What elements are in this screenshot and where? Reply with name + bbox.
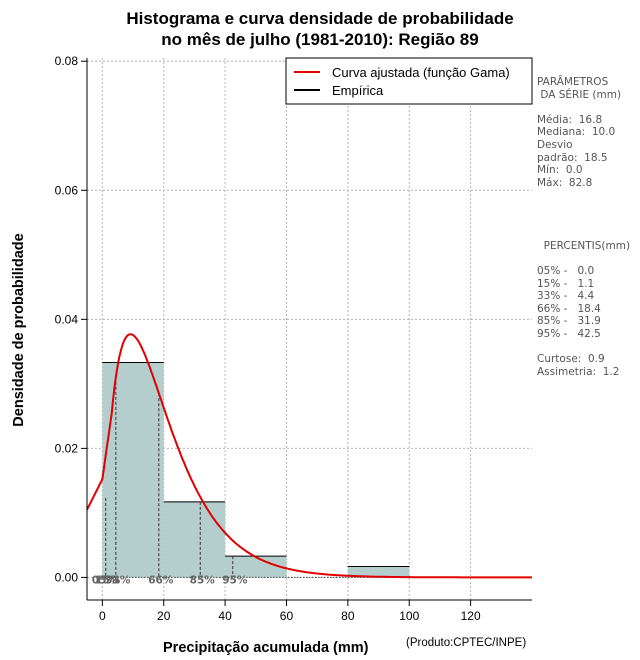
chart-title: Histograma e curva densidade de probabil…	[40, 8, 600, 50]
y-axis-label: Densidade de probabilidade	[11, 233, 27, 427]
stats-line: Mín: 0.0	[537, 164, 583, 177]
stats-line: Assimetria: 1.2	[537, 365, 620, 378]
stats-line: PERCENTIS(mm)	[537, 239, 631, 252]
x-axis-label: Precipitação acumulada (mm)	[163, 640, 369, 656]
y-tick-label: 0.04	[55, 312, 79, 326]
x-tick-label: 120	[461, 609, 481, 623]
stats-line	[537, 189, 640, 202]
stats-line: DA SÉRIE (mm)	[537, 88, 622, 101]
x-tick-label: 60	[280, 609, 294, 623]
stats-line: Média: 16.8	[537, 113, 603, 126]
stats-line: 33% - 4.4	[537, 290, 595, 303]
stats-line: padrão: 18.5	[537, 151, 608, 164]
stats-line	[537, 215, 640, 228]
percentile-label: 33%	[105, 574, 131, 586]
x-tick-label: 80	[341, 609, 355, 623]
stats-line: 95% - 42.5	[537, 327, 601, 340]
histogram-bar	[163, 501, 226, 578]
stats-line: Mediana: 10.0	[537, 126, 616, 139]
stats-line: PARÂMETROS	[537, 76, 609, 88]
stats-line	[537, 252, 640, 265]
stats-line	[537, 227, 640, 240]
x-tick-label: 40	[218, 609, 232, 623]
legend-label: Curva ajustada (função Gama)	[332, 65, 510, 80]
x-tick-label: 0	[99, 609, 106, 623]
y-tick-label: 0.08	[55, 54, 79, 68]
stats-line: 66% - 18.4	[537, 302, 601, 315]
percentile-label: 95%	[222, 574, 248, 586]
stats-line: Curtose: 0.9	[537, 353, 605, 366]
product-credit: (Produto:CPTEC/INPE)	[406, 637, 527, 649]
stats-line: Desvio	[537, 138, 573, 151]
title-line-2: no mês de julho (1981-2010): Região 89	[161, 30, 479, 49]
legend-label: Empírica	[332, 83, 384, 98]
percentile-label: 66%	[148, 574, 174, 586]
stats-line: Máx: 82.8	[537, 176, 593, 189]
stats-line: 15% - 1.1	[537, 277, 595, 290]
stats-line	[537, 101, 640, 114]
percentile-label: 85%	[190, 574, 216, 586]
percentile-label: 05%	[92, 574, 118, 586]
y-tick-label: 0.02	[55, 441, 79, 455]
legend-box	[285, 57, 533, 105]
x-tick-label: 20	[157, 609, 171, 623]
statistics-panel: PARÂMETROS DA SÉRIE (mm) Média: 16.8 Media…	[537, 76, 640, 378]
percentile-label: 15%	[95, 574, 121, 586]
stats-line	[537, 202, 640, 215]
fitted-gamma-curve	[86, 333, 532, 579]
stats-line: 05% - 0.0	[537, 264, 595, 277]
title-line-1: Histograma e curva densidade de probabil…	[126, 9, 514, 28]
stats-line	[537, 340, 640, 353]
y-tick-label: 0.06	[55, 183, 79, 197]
x-tick-label: 100	[399, 609, 419, 623]
histogram-bar	[102, 362, 164, 578]
histogram-bar	[347, 566, 410, 578]
histogram-bar	[225, 556, 287, 578]
stats-line: 85% - 31.9	[537, 315, 601, 328]
y-tick-label: 0.00	[55, 570, 79, 584]
